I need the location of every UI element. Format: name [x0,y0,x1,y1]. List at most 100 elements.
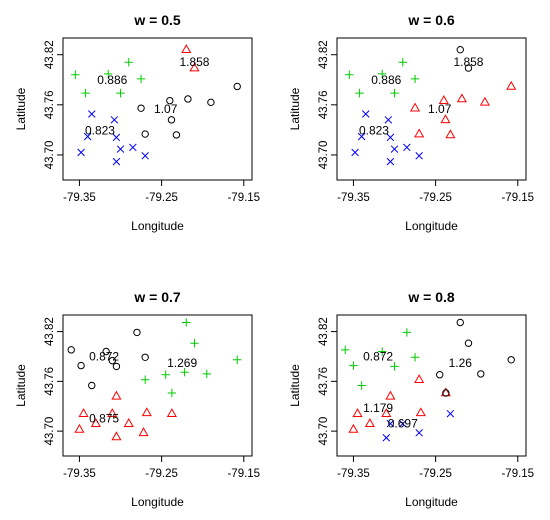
data-point-x [88,110,96,118]
data-point-circle [133,328,141,337]
annotation-label: 0.823 [85,124,115,138]
chart-title: w = 0.8 [407,289,455,305]
data-point-x [446,409,455,418]
data-point-triangle [74,423,85,433]
data-point-x [415,429,423,437]
data-point-x [357,132,366,141]
y-axis-label: Latitude [14,364,28,407]
data-point-triangle [78,408,89,417]
data-point-triangle [111,390,122,400]
data-point-plus [377,69,387,79]
data-point-circle [172,131,181,139]
data-point-x [390,145,399,153]
data-point-x [386,419,395,428]
annotation-label: 1.269 [167,356,197,370]
data-point-plus [161,370,170,379]
data-point-x [112,133,121,142]
annotation-label: 1.26 [449,356,473,370]
data-point-triangle [189,62,200,72]
data-point-triangle [364,418,375,427]
data-point-x [110,116,119,124]
data-point-circle [233,82,241,91]
data-point-triangle [440,114,451,124]
y-tick-label: 43.82 [318,40,330,69]
chart-title: w = 0.5 [133,12,181,28]
data-point-circle [77,361,85,370]
annotation-label: 1.179 [363,401,393,415]
data-point-circle [108,356,117,365]
x-axis-label: Longitude [405,495,458,509]
data-point-triangle [381,408,392,417]
data-point-triangle [445,129,456,139]
x-tick-label: -79.35 [63,468,96,480]
x-axis-label: Longitude [131,495,184,509]
annotation-label: 1.858 [179,55,209,69]
data-point-x [83,132,92,141]
data-point-plus [349,361,358,370]
data-point-circle [436,371,444,379]
data-point-plus [355,88,364,98]
data-point-x [403,143,411,152]
y-tick-label: 43.76 [44,90,56,119]
x-tick-label: -79.25 [419,468,452,480]
data-point-x [384,116,393,124]
data-point-circle [456,318,464,327]
y-tick-label: 43.82 [44,317,56,346]
data-point-circle [166,96,174,105]
y-tick-label: 43.82 [318,317,330,346]
data-point-triangle [90,418,101,427]
data-point-circle [207,98,215,107]
annotation-label: 0.872 [89,349,119,363]
data-point-plus [140,375,150,384]
data-point-x [415,152,423,160]
data-point-x [351,148,359,157]
y-tick-label: 43.70 [44,417,56,446]
annotation-label: 0.872 [363,349,393,363]
x-tick-label: -79.25 [145,468,178,480]
data-point-circle [456,45,464,54]
data-point-plus [167,388,177,398]
data-point-x [129,143,137,152]
data-point-triangle [479,96,490,106]
data-point-circle [464,64,473,72]
data-point-circle [167,116,176,124]
y-tick-label: 43.76 [318,90,330,119]
data-point-triangle [138,427,149,437]
data-point-x [112,157,121,166]
x-tick-label: -79.35 [63,192,96,204]
data-point-circle [184,95,192,103]
annotation-label: 1.07 [428,102,452,116]
data-point-x [386,133,395,142]
data-point-triangle [506,80,517,90]
data-point-circle [102,347,110,356]
annotation-label: 0.875 [89,412,119,426]
data-point-plus [410,74,420,84]
data-point-plus [377,347,387,356]
x-axis-label: Longitude [131,219,184,233]
x-tick-label: -79.15 [501,468,534,480]
data-point-triangle [410,102,421,112]
data-point-plus [81,88,90,98]
data-point-plus [398,58,407,67]
x-axis-label: Longitude [405,219,458,233]
y-tick-label: 43.76 [318,367,330,396]
data-point-plus [410,353,420,362]
y-tick-label: 43.82 [44,40,56,69]
data-point-triangle [456,93,467,103]
data-point-x [386,157,395,166]
data-point-circle [464,339,473,347]
data-point-plus [116,88,125,98]
data-point-circle [141,353,149,361]
data-point-triangle [181,44,192,53]
data-point-plus [345,70,354,79]
data-point-triangle [352,408,363,417]
chart-title: w = 0.6 [407,12,455,28]
data-point-plus [390,362,399,371]
x-tick-label: -79.25 [419,192,452,204]
data-point-plus [233,355,242,364]
data-point-x [362,110,370,118]
y-axis-label: Latitude [288,87,302,130]
x-tick-label: -79.15 [501,192,534,204]
data-point-triangle [166,408,177,417]
